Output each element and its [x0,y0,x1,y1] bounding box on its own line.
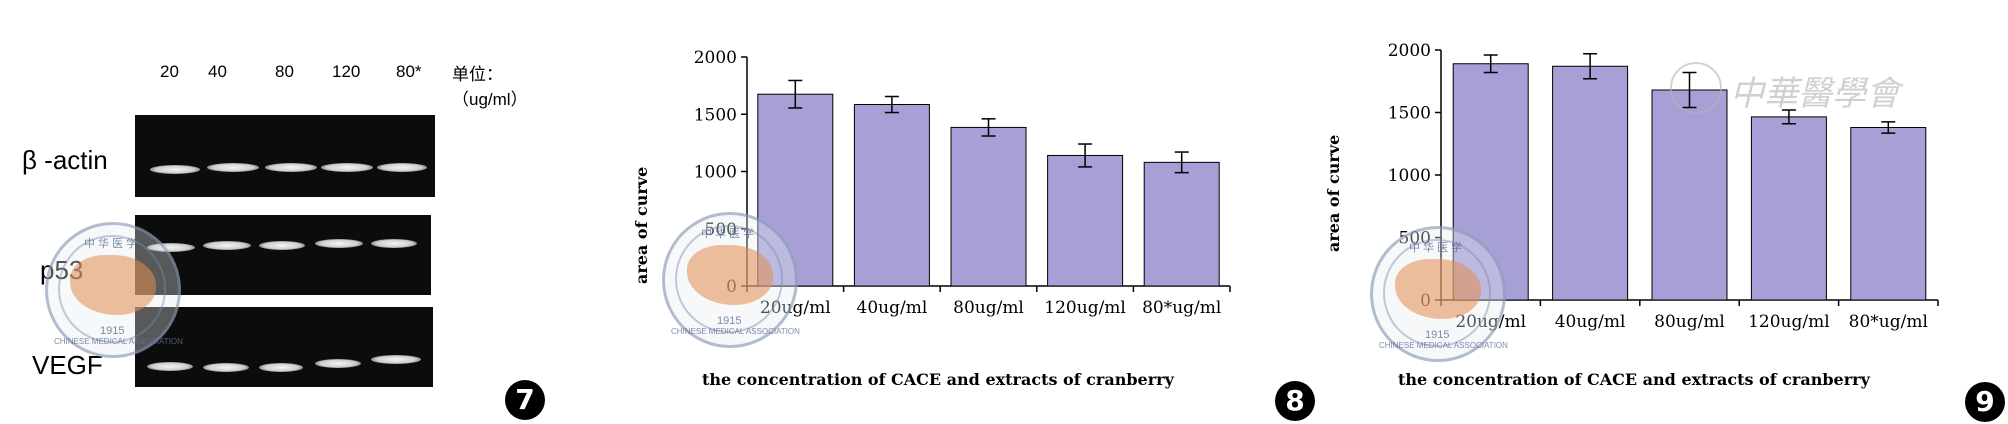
lane-label: 20 [160,62,179,81]
y-tick-label: 1500 [694,105,737,125]
band [315,359,361,368]
bar-120ugml [1047,154,1124,287]
watermark-text: 中華醫學會 [1730,74,1900,114]
lane-label: 120 [332,62,361,81]
blot-panel-p53 [135,215,431,295]
band [207,163,259,172]
watermark-ring [1670,62,1722,114]
band [315,239,363,248]
y-tick-label: 2000 [1388,41,1431,61]
bar-80ugml [950,126,1027,287]
x-tick-label: 80ug/ml [953,298,1024,318]
blot-panel-beta-actin [135,115,435,197]
band [321,163,373,172]
x-tick-label: 120ug/ml [1044,298,1126,318]
bar-80ugml [1651,89,1728,301]
x-tick-label: 40ug/ml [857,298,928,318]
band [259,363,303,372]
x-tick-label: 40ug/ml [1555,312,1626,332]
y-axis-label: area of curve [632,166,651,284]
blot-panel-vegf [135,307,433,387]
band [265,163,317,172]
chart-9-svg: 050010001500200020ug/ml40ug/ml80ug/ml120… [1388,41,1939,332]
y-tick-label: 2000 [694,48,737,68]
band [150,165,200,174]
cma-seal-watermark: 中 华 医 学 1915 CHINESE MEDICAL ASSOCIATION [1370,226,1508,362]
lane-label: 40 [208,62,227,81]
row-label-vegf: VEGF [32,350,103,380]
band [371,239,417,248]
band [147,243,195,252]
y-tick-label: 1000 [1388,166,1431,186]
cma-seal-watermark: 中 华 医 学 1915 CHINESE MEDICAL ASSOCIATION [45,222,183,358]
figure-7-western-blot: 20 40 80 120 80* 单位：（ug/ml） β -actin p53… [0,0,560,424]
figure-number-badge: 7 [505,380,545,420]
bar-80ugml [1143,161,1220,287]
figure-9-bar-chart: 050010001500200020ug/ml40ug/ml80ug/ml120… [1310,0,2008,424]
band [377,163,427,172]
figure-number-badge: 8 [1275,381,1315,421]
band [259,241,305,250]
y-axis-label: area of curve [1324,134,1343,252]
row-label-beta-actin: β -actin [22,145,108,175]
x-tick-label: 120ug/ml [1748,312,1830,332]
band [203,241,251,250]
cma-seal-watermark: 中 华 医 学 1915 CHINESE MEDICAL ASSOCIATION [662,212,800,348]
x-tick-label: 80*ug/ml [1849,312,1928,332]
x-tick-label: 80ug/ml [1654,312,1725,332]
x-tick-label: 80*ug/ml [1142,298,1221,318]
lane-label: 80* [396,62,422,81]
x-axis-label: the concentration of CACE and extracts o… [702,370,1174,389]
band [203,363,249,372]
unit-label: 单位：（ug/ml） [452,65,528,109]
y-tick-label: 1500 [1388,104,1431,124]
lane-label: 80 [275,62,294,81]
figure-8-bar-chart: 050010001500200020ug/ml40ug/ml80ug/ml120… [620,0,1315,424]
figure-number-badge: 9 [1965,382,2005,422]
band [147,362,193,371]
bar-120ugml [1750,116,1827,301]
bar-80ugml [1850,127,1927,301]
bar-40ugml [1552,65,1629,301]
x-axis-label: the concentration of CACE and extracts o… [1398,370,1870,389]
y-tick-label: 1000 [694,163,737,183]
bar-40ugml [853,104,930,287]
band [371,355,421,364]
